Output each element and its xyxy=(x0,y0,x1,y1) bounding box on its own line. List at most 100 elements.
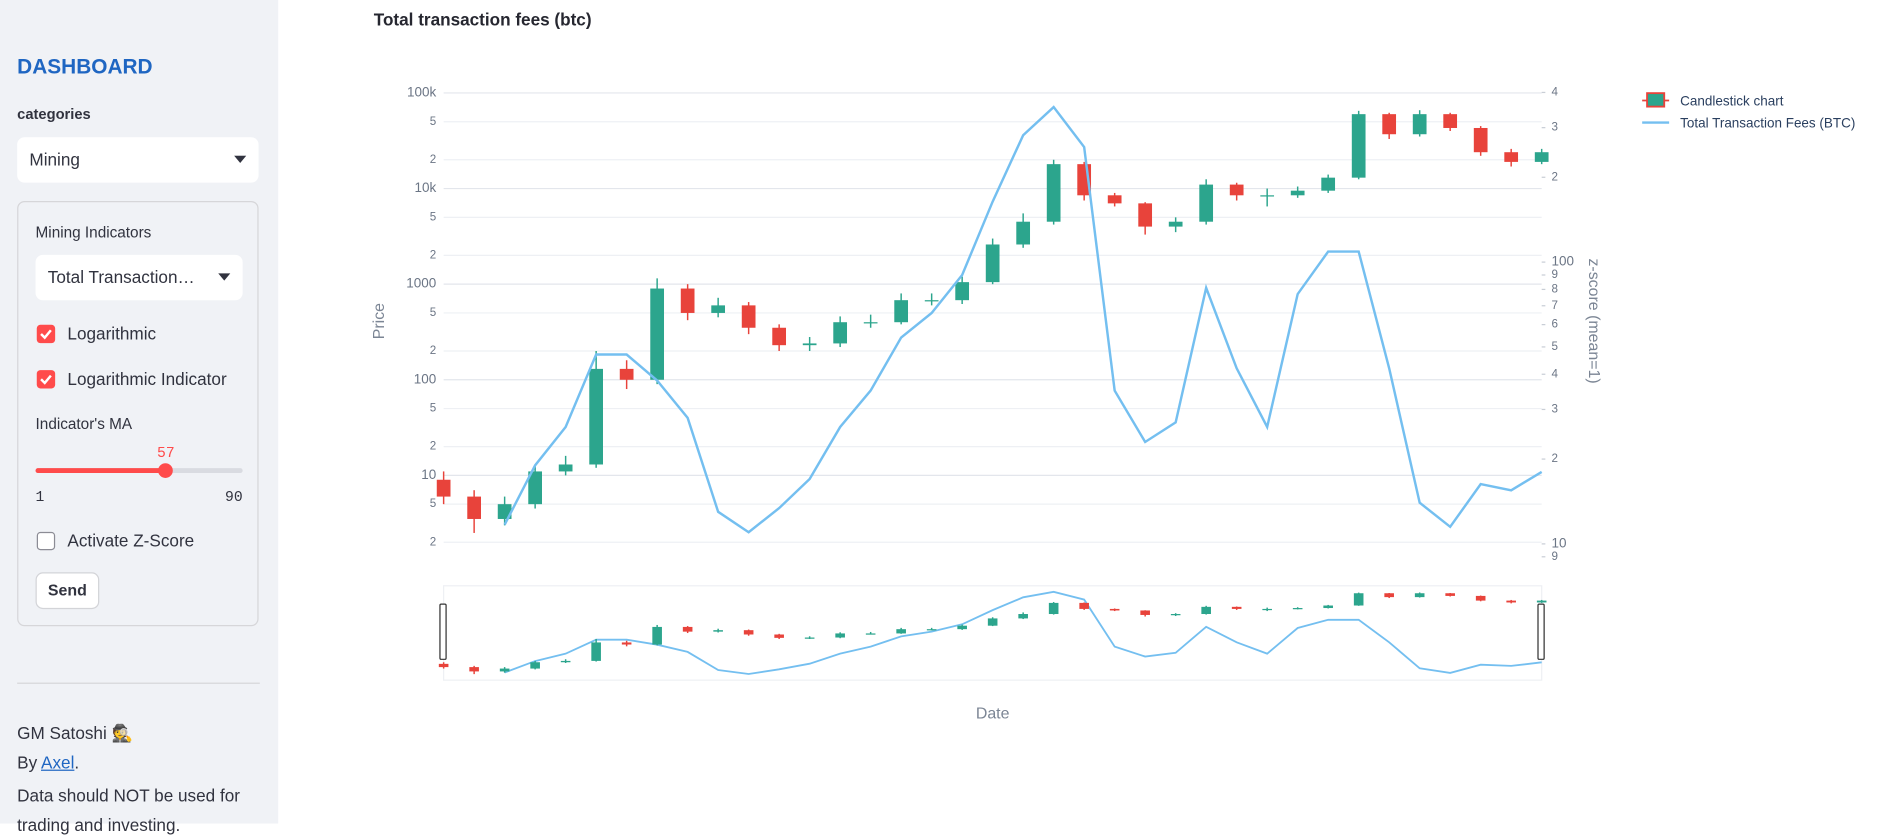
mini-candle-body xyxy=(1292,608,1303,610)
x-axis-label: Date xyxy=(976,706,1010,723)
legend-label: Candlestick chart xyxy=(1680,93,1784,108)
caret xyxy=(218,273,231,281)
mini-candle-body xyxy=(469,667,479,672)
select-value: Total Transaction… xyxy=(47,267,195,287)
candle-body xyxy=(1199,184,1214,222)
y2-tick-label: 10 xyxy=(1551,535,1566,550)
candle-body xyxy=(1290,190,1305,196)
candle-body xyxy=(497,504,512,519)
mini-candle-body xyxy=(1323,605,1333,609)
mini-candle-body xyxy=(865,633,876,635)
slider-value: 57 xyxy=(157,444,175,463)
chart-title: Total transaction fees (btc) xyxy=(374,9,592,29)
slider-label: Indicator's MA xyxy=(35,415,133,433)
send-button[interactable]: Send xyxy=(35,572,100,610)
mini-candle-body xyxy=(835,633,845,638)
candle-body xyxy=(1473,127,1488,153)
mini-candle-body xyxy=(1445,593,1455,596)
mini-candle-body xyxy=(530,662,540,669)
panel-title: Mining Indicators xyxy=(35,224,152,242)
mini-candle-body xyxy=(1353,593,1364,606)
y-tick-label: 5 xyxy=(430,115,436,128)
footer-line: GM Satoshi 🕵️ xyxy=(17,723,133,743)
y2-tick-label: 6 xyxy=(1551,318,1557,331)
candle-body xyxy=(1534,152,1549,162)
y2-tick-label: 2 xyxy=(1551,452,1557,465)
mini-candle-body xyxy=(499,668,510,672)
y-tick-label: 2 xyxy=(430,535,436,548)
candle-body xyxy=(650,288,665,380)
indicator-select[interactable]: Total Transaction… xyxy=(35,254,243,301)
candle-body xyxy=(467,496,481,519)
candle-body xyxy=(1229,184,1244,196)
mini-candle-body xyxy=(743,630,754,635)
candle-body xyxy=(894,300,909,323)
candle-body xyxy=(1443,114,1458,128)
y2-tick-label: 8 xyxy=(1551,282,1557,295)
mini-candle-body xyxy=(1201,606,1211,615)
y2-tick-label: 4 xyxy=(1551,86,1558,99)
y-tick-label: 5 xyxy=(430,497,436,510)
checkbox[interactable] xyxy=(36,324,56,344)
mini-candle-body xyxy=(1170,614,1181,616)
candle-body xyxy=(863,322,878,324)
candle-body xyxy=(1504,152,1519,162)
mini-candle-body xyxy=(682,626,693,632)
checkbox[interactable] xyxy=(36,531,56,551)
checkbox[interactable] xyxy=(36,370,56,389)
mini-candle-body xyxy=(1018,614,1028,619)
candle-body xyxy=(1107,195,1122,204)
category-select[interactable]: Mining xyxy=(17,137,259,183)
candle-body xyxy=(1321,177,1336,191)
y-axis-label: Price xyxy=(371,303,388,339)
mini-candle-body xyxy=(621,642,632,645)
check-mark xyxy=(40,374,52,385)
checkbox-row[interactable]: Logarithmic xyxy=(36,324,156,344)
y-tick-label: 5 xyxy=(430,306,436,319)
mini-candle-body xyxy=(1109,608,1120,611)
y2-tick-label: 3 xyxy=(1551,403,1557,416)
mini-candle-body xyxy=(591,642,601,661)
candle-body xyxy=(1382,114,1397,135)
candle-body xyxy=(802,343,817,346)
y-tick-label: 100k xyxy=(407,85,436,100)
candle-body xyxy=(436,479,451,497)
mini-candle-body xyxy=(1536,600,1547,603)
mini-candle-body xyxy=(438,663,449,668)
sidebar-title: DASHBOARD xyxy=(17,55,153,79)
checkbox-row[interactable]: Logarithmic Indicator xyxy=(36,369,227,389)
mini-candle-body xyxy=(774,634,784,638)
form-panel xyxy=(17,200,259,627)
candle-body xyxy=(711,305,726,313)
y-tick-label: 10k xyxy=(415,180,437,195)
mini-candle-body xyxy=(1048,602,1059,615)
y2-tick-label: 9 xyxy=(1551,550,1557,563)
chart: Total transaction fees (btc) Price z-sco… xyxy=(371,9,1855,723)
y2-tick-label: 7 xyxy=(1551,299,1557,312)
check-mark xyxy=(40,329,52,340)
mini-candle-body xyxy=(987,618,998,626)
candle-body xyxy=(741,305,756,328)
mini-candle-body xyxy=(1079,602,1089,609)
slider-knob[interactable] xyxy=(158,463,174,478)
candle-body xyxy=(528,471,542,505)
author-link[interactable]: Axel xyxy=(41,752,75,773)
candle-body xyxy=(1016,221,1031,245)
checkbox-row[interactable]: Activate Z-Score xyxy=(36,531,194,551)
slider-fill xyxy=(35,468,166,474)
y2-tick-label: 100 xyxy=(1551,254,1573,269)
range-handle xyxy=(1537,603,1545,660)
y-tick-label: 5 xyxy=(430,210,436,223)
y2-tick-label: 9 xyxy=(1551,268,1557,281)
legend-icon xyxy=(1646,92,1666,108)
y-tick-label: 5 xyxy=(430,402,436,415)
divider xyxy=(17,682,260,684)
y-tick-label: 2 xyxy=(430,344,436,357)
candle-body xyxy=(1046,164,1061,222)
mini-candle-body xyxy=(1262,608,1272,611)
y2-tick-label: 5 xyxy=(1551,340,1557,353)
candle-body xyxy=(955,282,970,301)
y-tick-label: 2 xyxy=(430,440,436,453)
mini-candle-body xyxy=(1140,610,1150,615)
